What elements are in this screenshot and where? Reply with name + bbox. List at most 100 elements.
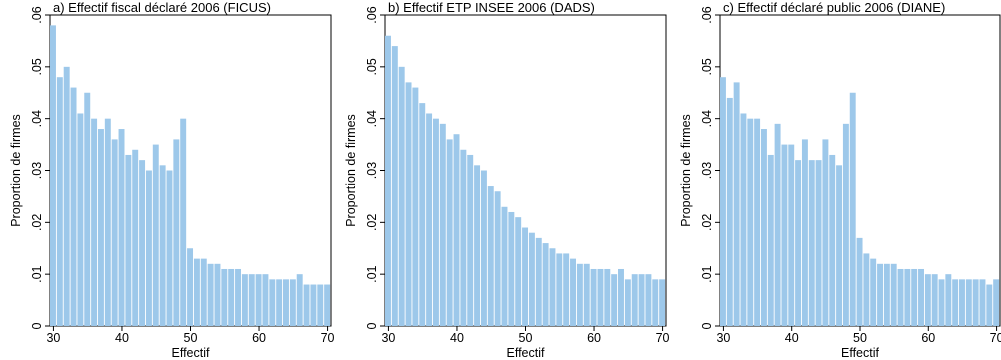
panel-c-bar-33 — [740, 113, 747, 326]
panel-a-bar-60 — [255, 274, 262, 326]
panel-a-bar-56 — [228, 268, 235, 326]
panel-b-bar-45 — [487, 186, 494, 326]
panel-b-bar-34 — [412, 87, 419, 326]
panel-c-bar-68 — [979, 279, 986, 326]
panel-c-y-tick-label: .03 — [700, 162, 714, 179]
panel-a-bar-47 — [166, 170, 173, 326]
panel-c-bar-35 — [754, 118, 761, 326]
panel-c-bar-61 — [931, 274, 938, 326]
panel-b-bar-40 — [453, 134, 460, 326]
panel-b-bar-35 — [419, 103, 426, 327]
panel-c-bar-49 — [849, 92, 856, 326]
panel-b-bar-70 — [659, 279, 666, 326]
panel-c-x-tick-label: 50 — [853, 331, 867, 345]
panel-a-bar-67 — [303, 284, 310, 326]
panel-c-bar-63 — [945, 274, 952, 326]
panel-a-bar-45 — [152, 144, 159, 326]
panel-c-bar-60 — [924, 274, 931, 326]
panel-b-bar-54 — [549, 248, 556, 326]
panel-a-y-tick-label: .06 — [30, 6, 44, 23]
panel-c-bar-67 — [972, 279, 979, 326]
panel-a-bar-40 — [118, 129, 125, 326]
panel-c-bar-39 — [781, 144, 788, 326]
panel-a-bar-58 — [241, 274, 248, 326]
panel-b-bar-64 — [618, 268, 624, 326]
panel-a-bar-66 — [296, 274, 303, 326]
panel-c-bar-43 — [808, 160, 815, 326]
panel-a-bar-64 — [283, 279, 289, 326]
panel-a-bar-68 — [310, 284, 317, 326]
panel-b-bar-63 — [611, 274, 618, 326]
panel-c-bar-40 — [788, 144, 795, 326]
panel-a-bar-49 — [180, 118, 187, 326]
panel-c-title: c) Effectif déclaré public 2006 (DIANE) — [723, 0, 945, 15]
panel-c-bar-38 — [774, 123, 781, 326]
panel-b: b) Effectif ETP INSEE 2006 (DADS) Propor… — [344, 0, 670, 360]
panel-a-xlabel: Effectif — [172, 346, 211, 360]
panel-a-bar-70 — [324, 284, 331, 326]
panel-c-bar-55 — [890, 263, 897, 326]
panel-c-bar-51 — [863, 253, 870, 326]
panel-b-x-tick-label: 70 — [656, 331, 670, 345]
panel-a-bar-65 — [289, 279, 296, 326]
panel-a-bar-46 — [159, 165, 166, 326]
panel-b-bar-57 — [570, 258, 576, 326]
panel-a-bar-69 — [317, 284, 324, 326]
panel-c-bar-58 — [911, 268, 918, 326]
panel-b-bar-58 — [576, 263, 583, 326]
panel-c-bar-34 — [747, 118, 754, 326]
panel-b-y-tick-label: .05 — [365, 58, 379, 75]
panel-c-bar-54 — [883, 263, 890, 326]
panel-a-x-tick-label: 40 — [115, 331, 129, 345]
panel-a-bar-52 — [200, 258, 207, 326]
panel-b-bar-68 — [645, 274, 652, 326]
panel-b-bar-31 — [391, 46, 398, 326]
panel-c-xlabel: Effectif — [841, 346, 880, 360]
panel-b-bar-50 — [522, 227, 529, 326]
panel-a-bar-43 — [139, 160, 146, 326]
panel-a-bar-48 — [173, 139, 180, 326]
panel-c-bar-30 — [720, 77, 726, 326]
panel-b-bar-59 — [583, 263, 590, 326]
panel-a-bar-63 — [276, 279, 283, 326]
panel-b-bar-41 — [460, 149, 467, 326]
panel-b-ylabel: Proportion de firmes — [344, 114, 358, 227]
panel-c-ylabel: Proportion de firmes — [679, 114, 693, 227]
panel-a-bar-31 — [56, 77, 63, 326]
panel-b-y-tick-label: .03 — [365, 162, 379, 179]
panel-b-bar-48 — [508, 211, 515, 326]
panel-a-bar-39 — [111, 139, 118, 326]
panel-c-bar-46 — [829, 154, 836, 326]
panel-b-x-tick-label: 60 — [587, 331, 601, 345]
panel-b-x-tick-label: 40 — [450, 331, 464, 345]
panel-b-bar-65 — [624, 279, 631, 326]
panel-b-x-tick-label: 50 — [519, 331, 533, 345]
panel-b-title: b) Effectif ETP INSEE 2006 (DADS) — [388, 0, 595, 15]
panel-a-bar-50 — [187, 248, 194, 326]
panel-b-bar-62 — [604, 268, 611, 326]
panel-c-bar-41 — [795, 160, 802, 326]
panel-c-bar-70 — [993, 279, 1000, 326]
panel-a-bar-57 — [235, 268, 241, 326]
panel-a-x-tick-label: 50 — [184, 331, 198, 345]
panel-c-bar-69 — [986, 284, 993, 326]
panel-c-bar-66 — [965, 279, 972, 326]
panel-c-bar-64 — [952, 279, 959, 326]
panel-a-x-tick-label: 60 — [252, 331, 266, 345]
panel-c-bar-37 — [767, 154, 774, 326]
panel-a-bar-33 — [70, 87, 77, 326]
panel-c-y-tick-label: 0 — [700, 322, 714, 329]
panel-a-bar-36 — [91, 118, 98, 326]
panel-a-x-tick-label: 30 — [46, 331, 60, 345]
panel-c-x-tick-label: 30 — [716, 331, 730, 345]
panel-a-bar-37 — [97, 129, 104, 326]
panel-b-bar-32 — [398, 66, 405, 326]
panel-b-y-tick-label: .02 — [365, 214, 379, 231]
panel-a-bar-54 — [214, 263, 221, 326]
panel-b-bar-30 — [385, 35, 391, 326]
panel-b-bar-60 — [590, 268, 597, 326]
panel-a-title: a) Effectif fiscal déclaré 2006 (FICUS) — [53, 0, 271, 15]
panel-c-y-tick-label: .04 — [700, 110, 714, 127]
panel-b-x-tick-label: 30 — [381, 331, 395, 345]
